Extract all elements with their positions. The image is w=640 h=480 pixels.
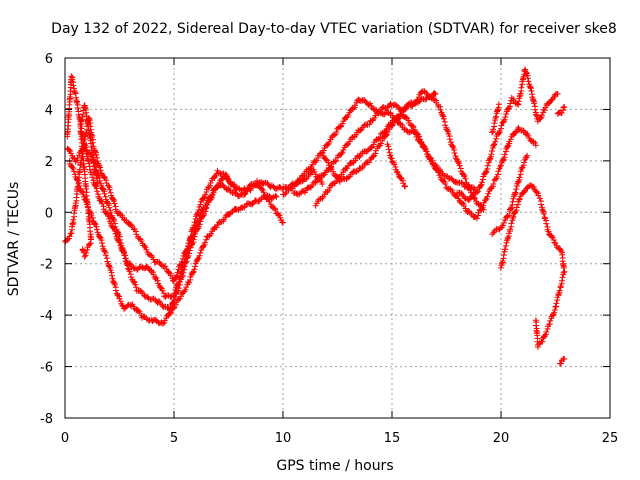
series-track-9 [319,90,439,185]
y-tick-label: -2 [40,258,53,273]
series-markers [556,355,568,367]
series-track-7 [290,88,487,213]
plot-frame [64,57,611,419]
series-track-13 [497,182,568,350]
data-points [62,66,568,367]
series-track-14 [489,152,531,238]
y-tick-label: 4 [45,103,53,118]
series-markers [384,141,409,190]
y-tick-label: -6 [40,361,53,376]
series-markers [290,88,487,213]
y-tick-label: 6 [45,52,53,67]
grid-lines [65,58,610,418]
series-markers [489,101,502,136]
series-track-16 [554,103,568,117]
series-track-8 [312,111,539,222]
series-markers [497,182,568,350]
x-tick-label: 0 [61,431,69,446]
x-tick-label: 25 [602,431,619,446]
axis-ticks: 0 5 10 15 20 25 -8 -6 -4 -2 0 2 4 6 [40,52,618,446]
chart-title: Day 132 of 2022, Sidereal Day-to-day VTE… [51,21,617,37]
series-track-11 [454,66,561,203]
series-markers [554,103,568,117]
y-tick-label: 2 [45,155,53,170]
series-track-15 [556,355,568,367]
x-tick-label: 10 [275,431,292,446]
series-markers [312,111,539,222]
series-track-5 [77,102,101,260]
series-markers [319,90,439,185]
series-markers [454,66,561,203]
y-tick-label: -8 [40,412,53,427]
y-tick-label: -4 [40,309,53,324]
series-markers [489,152,531,238]
x-tick-label: 5 [170,431,178,446]
y-axis-label: SDTVAR / TECUs [6,182,22,297]
y-tick-label: 0 [45,206,53,221]
x-axis-label: GPS time / hours [276,458,393,474]
x-tick-label: 20 [493,431,510,446]
series-markers [77,102,101,260]
series-track-10 [384,141,409,190]
series-track-12 [489,101,502,136]
x-tick-label: 15 [384,431,401,446]
